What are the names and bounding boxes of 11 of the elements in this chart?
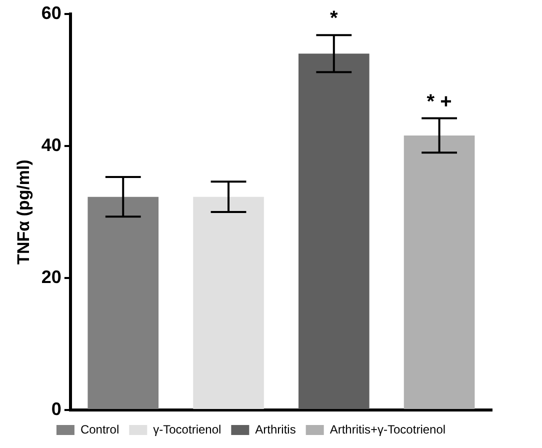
annotation: * +	[426, 90, 452, 113]
y-tick-label: 60	[41, 2, 62, 23]
legend-label: Arthritis	[255, 422, 296, 436]
annotation: *	[330, 8, 338, 30]
legend-label: Arthritis+γ-Tocotrienol	[330, 422, 446, 436]
y-axis-title: TNFα (pg/ml)	[14, 160, 33, 264]
legend-label: γ-Tocotrienol	[153, 422, 222, 436]
y-tick-label: 0	[51, 398, 62, 419]
y-tick-label: 20	[41, 266, 62, 287]
y-tick-label: 40	[41, 134, 62, 155]
legend-label: Control	[80, 422, 120, 436]
